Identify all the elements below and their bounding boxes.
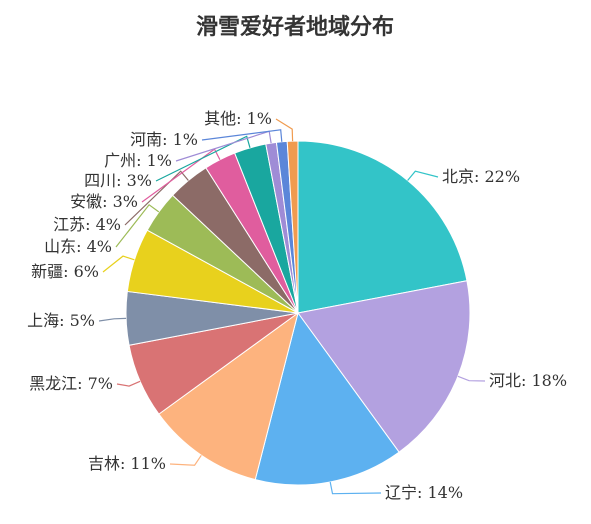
slice-label-5: 上海: 5% [27,311,95,330]
slice-label-11: 广州: 1% [104,151,172,170]
slice-label-10: 四川: 3% [84,171,152,190]
leader-line-0 [407,170,439,181]
leader-line-3 [169,454,202,466]
slice-label-13: 其他: 1% [204,109,272,128]
leader-line-2 [329,481,382,495]
pie-slice-2 [254,311,400,486]
slice-label-1: 河北: 18% [489,371,567,390]
leader-line-10 [155,135,251,182]
slice-labels: 北京: 22% 河北: 18% 辽宁: 14% 吉林: 11% 黑龙江: 7% 上海: 5… [27,109,567,502]
leader-line-1 [457,375,486,382]
leader-line-4 [116,380,141,387]
leader-line-8 [124,170,189,226]
slice-label-6: 新疆: 6% [31,262,99,281]
pie-slices [125,140,471,486]
leader-line-13 [275,118,294,142]
leader-line-5 [98,317,127,322]
slice-label-2: 辽宁: 14% [385,483,463,502]
slice-label-3: 吉林: 11% [88,454,166,473]
chart-title: 滑雪爱好者地域分布 [196,14,394,40]
slice-label-8: 江苏: 4% [53,215,121,234]
leader-line-6 [102,255,135,273]
leader-lines [98,118,486,495]
slice-label-7: 山东: 4% [44,237,112,256]
slice-label-4: 黑龙江: 7% [29,374,113,393]
slice-label-0: 北京: 22% [442,167,520,186]
pie-slice-3 [158,311,299,481]
leader-line-12 [201,129,283,142]
slice-label-12: 河南: 1% [130,130,198,149]
slice-label-9: 安徽: 3% [70,192,138,211]
leader-line-7 [115,203,160,248]
